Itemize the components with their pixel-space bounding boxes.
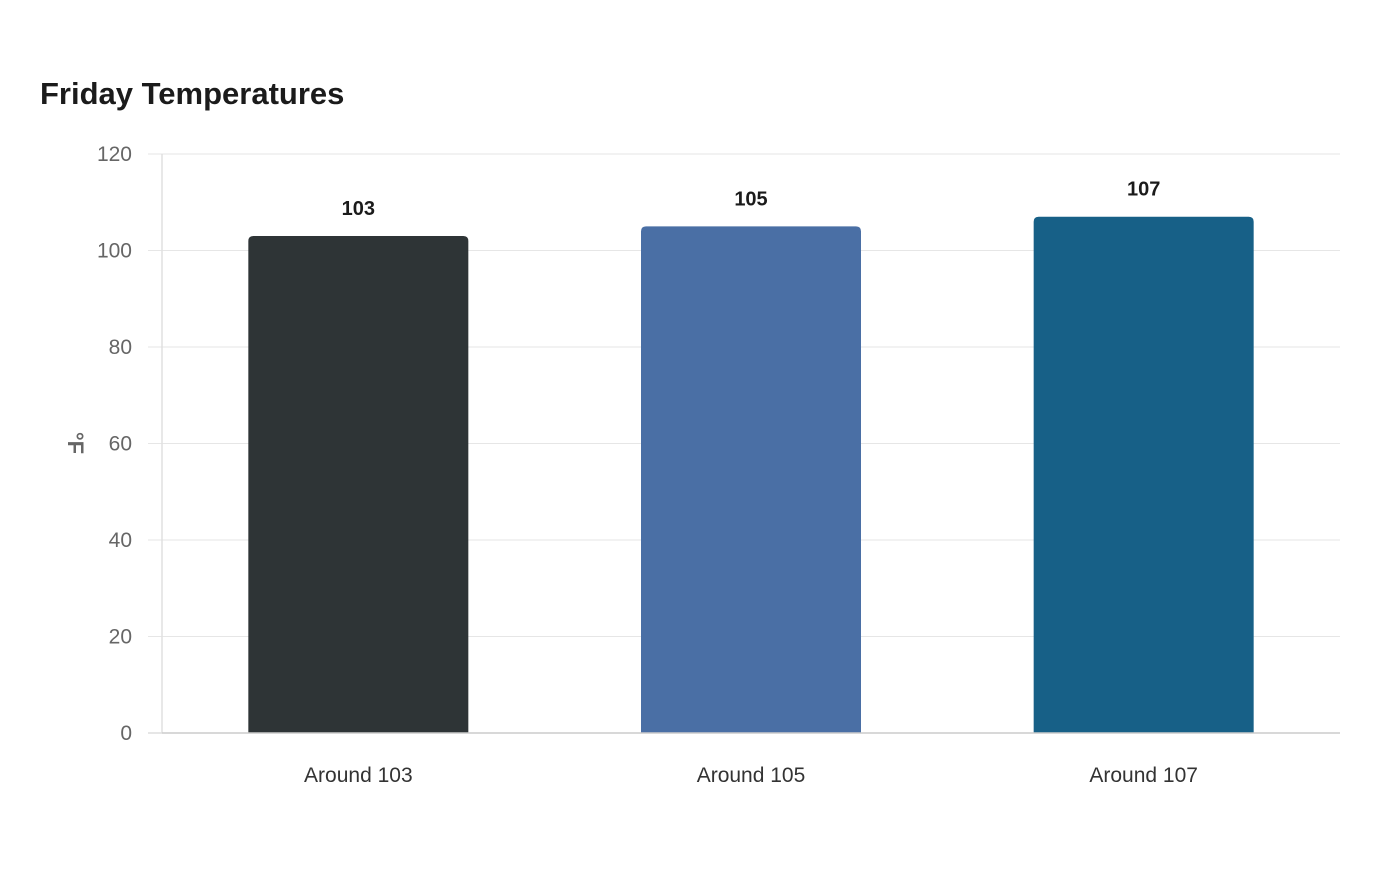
bars xyxy=(248,216,1254,734)
x-category-label-1: Around 103 xyxy=(304,764,413,787)
chart-title: Friday Temperatures xyxy=(40,76,345,111)
bar-1 xyxy=(248,236,469,733)
data-label-2: 105 xyxy=(734,188,767,210)
x-category-label-2: Around 105 xyxy=(697,764,806,787)
bar-2 xyxy=(641,226,861,733)
y-tick-label: 20 xyxy=(109,626,132,649)
data-label-1: 103 xyxy=(342,198,375,220)
y-tick-label: 80 xyxy=(109,336,132,359)
x-category-label-3: Around 107 xyxy=(1089,764,1198,787)
y-tick-label: 40 xyxy=(109,529,132,552)
data-labels: 103 105 107 xyxy=(342,179,1161,220)
bar-3 xyxy=(1033,216,1254,734)
y-tick-label: 0 xyxy=(120,722,132,745)
data-label-3: 107 xyxy=(1127,179,1160,201)
x-axis-categories: Around 103 Around 105 Around 107 xyxy=(304,764,1198,787)
y-tick-label: 60 xyxy=(109,433,132,456)
y-tick-label: 100 xyxy=(97,240,132,263)
y-tick-label: 120 xyxy=(97,143,132,166)
y-axis-title: °F xyxy=(63,432,88,454)
y-axis-ticks: 0 20 40 60 80 100 120 xyxy=(97,143,132,745)
